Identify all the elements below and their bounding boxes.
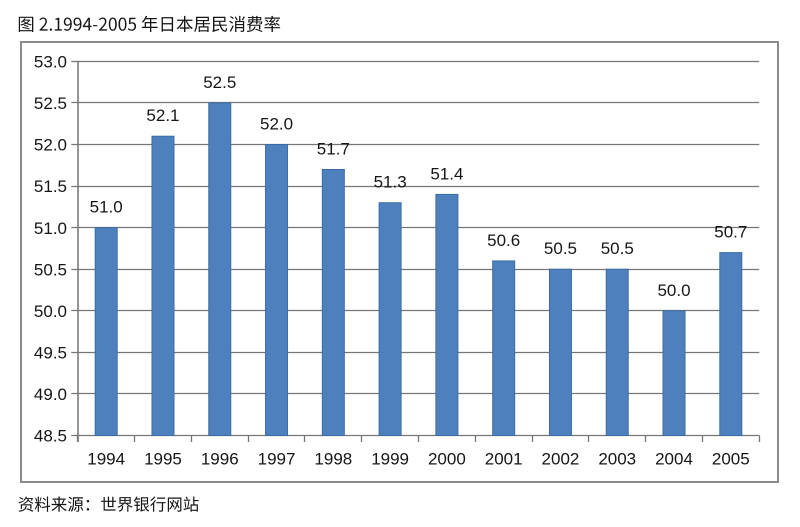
svg-text:50.5: 50.5 <box>601 239 634 258</box>
svg-text:52.5: 52.5 <box>34 94 67 113</box>
svg-text:50.0: 50.0 <box>657 281 690 300</box>
svg-text:2001: 2001 <box>485 450 523 469</box>
svg-text:48.5: 48.5 <box>34 427 67 446</box>
svg-text:50.7: 50.7 <box>714 223 747 242</box>
svg-text:49.5: 49.5 <box>34 343 67 362</box>
svg-text:51.3: 51.3 <box>374 173 407 192</box>
svg-text:2004: 2004 <box>655 450 693 469</box>
svg-text:52.0: 52.0 <box>260 115 293 134</box>
svg-text:1999: 1999 <box>371 450 409 469</box>
svg-text:52.0: 52.0 <box>34 136 67 155</box>
svg-text:53.0: 53.0 <box>34 53 67 72</box>
svg-text:2005: 2005 <box>712 450 750 469</box>
svg-text:51.5: 51.5 <box>34 177 67 196</box>
svg-text:52.5: 52.5 <box>203 73 236 92</box>
svg-text:50.5: 50.5 <box>34 260 67 279</box>
svg-text:2000: 2000 <box>428 450 466 469</box>
svg-text:50.0: 50.0 <box>34 302 67 321</box>
svg-text:51.4: 51.4 <box>430 164 463 183</box>
svg-text:1997: 1997 <box>258 450 296 469</box>
svg-text:51.7: 51.7 <box>317 139 350 158</box>
svg-text:49.0: 49.0 <box>34 385 67 404</box>
svg-text:52.1: 52.1 <box>146 106 179 125</box>
svg-text:2002: 2002 <box>542 450 580 469</box>
svg-text:51.0: 51.0 <box>34 219 67 238</box>
svg-text:51.0: 51.0 <box>90 198 123 217</box>
svg-text:50.6: 50.6 <box>487 231 520 250</box>
svg-text:1995: 1995 <box>144 450 182 469</box>
svg-text:2003: 2003 <box>598 450 636 469</box>
svg-text:1996: 1996 <box>201 450 239 469</box>
svg-text:1994: 1994 <box>87 450 125 469</box>
svg-text:1998: 1998 <box>314 450 352 469</box>
svg-text:50.5: 50.5 <box>544 239 577 258</box>
